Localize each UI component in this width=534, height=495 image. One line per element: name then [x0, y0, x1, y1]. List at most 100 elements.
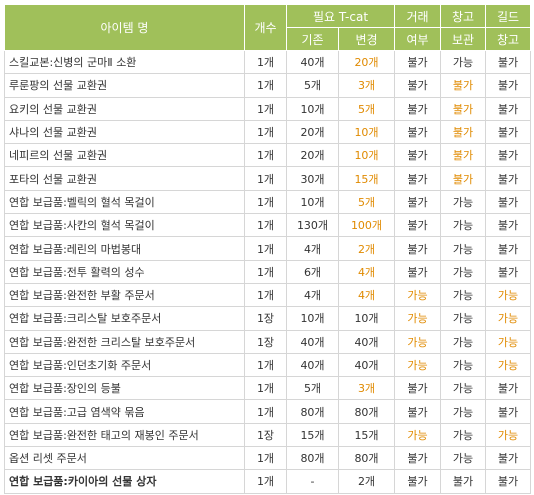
cell-item-name: 요키의 선물 교환권 [4, 96, 245, 121]
table-row: 연합 보급품:인던초기화 주문서 1개 40개 40개 가능 가능 가능 [4, 352, 531, 378]
cell-count: 1장 [244, 422, 287, 448]
cell-trade: 불가 [394, 119, 441, 145]
cell-storage: 가능 [440, 49, 486, 75]
cell-guild: 불가 [485, 73, 531, 98]
cell-changed: 15개 [338, 166, 395, 191]
item-price-table: 아이템 명 개수 필요 T-cat 거래 창고 길드 기존 변경 여부 보관 창… [4, 4, 531, 494]
cell-trade: 불가 [394, 469, 441, 494]
cell-item-name: 연합 보급품:전투 활력의 성수 [4, 259, 245, 284]
cell-trade: 가능 [394, 282, 441, 308]
cell-guild: 불가 [485, 166, 531, 191]
table-row: 연합 보급품:고급 염색약 묶음 1개 80개 80개 불가 가능 불가 [4, 399, 531, 424]
header-guild: 길드 [485, 4, 531, 28]
table-row: 샤나의 선물 교환권 1개 20개 10개 불가 불가 불가 [4, 119, 531, 145]
cell-storage: 가능 [440, 352, 486, 378]
table-row: 연합 보급품:사칸의 혈석 목걸이 1개 130개 100개 불가 가능 불가 [4, 213, 531, 238]
cell-item-name: 연합 보급품:완전한 부활 주문서 [4, 282, 245, 308]
cell-basic: 80개 [286, 446, 339, 471]
cell-basic: 10개 [286, 96, 339, 121]
cell-item-name: 연합 보급품:장인의 등불 [4, 376, 245, 401]
cell-changed: 3개 [338, 73, 395, 98]
cell-changed: 80개 [338, 399, 395, 424]
header-storage-sub: 보관 [440, 27, 486, 51]
cell-count: 1개 [244, 399, 287, 424]
cell-trade: 불가 [394, 73, 441, 98]
cell-guild: 가능 [485, 329, 531, 354]
header-item-name: 아이템 명 [4, 4, 245, 51]
cell-guild: 불가 [485, 49, 531, 75]
cell-trade: 불가 [394, 166, 441, 191]
header-trade-sub: 여부 [394, 27, 441, 51]
cell-basic: 40개 [286, 352, 339, 378]
table-row: 네피르의 선물 교환권 1개 20개 10개 불가 불가 불가 [4, 143, 531, 168]
cell-storage: 가능 [440, 306, 486, 331]
table-row: 연합 보급품:크리스탈 보호주문서 1장 10개 10개 가능 가능 가능 [4, 306, 531, 331]
cell-storage: 가능 [440, 422, 486, 448]
table-row: 연합 보급품:카이아의 선물 상자 1개 -2개 불가 불가 불가 [4, 469, 531, 494]
cell-basic: 130개 [286, 213, 339, 238]
table-row: 연합 보급품:완전한 태고의 재봉인 주문서 1장 15개 15개 가능 가능 가능 [4, 422, 531, 448]
cell-trade: 불가 [394, 213, 441, 238]
cell-item-name: 포타의 선물 교환권 [4, 166, 245, 191]
cell-count: 1개 [244, 236, 287, 261]
cell-basic: 4개 [286, 236, 339, 261]
header-tcat: 필요 T-cat [286, 4, 395, 28]
cell-item-name: 연합 보급품:카이아의 선물 상자 [4, 469, 245, 494]
cell-guild: 가능 [485, 282, 531, 308]
cell-item-name: 연합 보급품:완전한 크리스탈 보호주문서 [4, 329, 245, 354]
cell-item-name: 연합 보급품:완전한 태고의 재봉인 주문서 [4, 422, 245, 448]
table-row: 연합 보급품:전투 활력의 성수 1개 6개 4개 불가 가능 불가 [4, 259, 531, 284]
cell-item-name: 옵션 리셋 주문서 [4, 446, 245, 471]
cell-changed: 10개 [338, 306, 395, 331]
table-row: 연합 보급품:벨릭의 혈석 목걸이 1개 10개 5개 불가 가능 불가 [4, 189, 531, 215]
cell-trade: 가능 [394, 352, 441, 378]
cell-item-name: 스킬교본:신병의 군마Ⅱ 소환 [4, 49, 245, 75]
cell-guild: 가능 [485, 422, 531, 448]
cell-changed: 5개 [338, 189, 395, 215]
cell-changed: 4개 [338, 282, 395, 308]
cell-guild: 불가 [485, 259, 531, 284]
header-guild-sub: 창고 [485, 27, 531, 51]
cell-guild: 가능 [485, 352, 531, 378]
cell-item-name: 연합 보급품:인던초기화 주문서 [4, 352, 245, 378]
cell-storage: 가능 [440, 282, 486, 308]
cell-changed: 3개 [338, 376, 395, 401]
cell-trade: 가능 [394, 306, 441, 331]
cell-item-name: 샤나의 선물 교환권 [4, 119, 245, 145]
table-row: 연합 보급품:완전한 크리스탈 보호주문서 1장 40개 40개 가능 가능 가능 [4, 329, 531, 354]
cell-changed: 2개 [338, 236, 395, 261]
cell-guild: 불가 [485, 399, 531, 424]
cell-changed: 10개 [338, 143, 395, 168]
table-row: 연합 보급품:완전한 부활 주문서 1개 4개 4개 가능 가능 가능 [4, 282, 531, 308]
cell-trade: 불가 [394, 399, 441, 424]
cell-storage: 가능 [440, 236, 486, 261]
cell-item-name: 연합 보급품:크리스탈 보호주문서 [4, 306, 245, 331]
cell-storage: 불가 [440, 469, 486, 494]
cell-storage: 불가 [440, 166, 486, 191]
cell-changed: 15개 [338, 422, 395, 448]
cell-basic: 4개 [286, 282, 339, 308]
cell-count: 1개 [244, 49, 287, 75]
cell-changed: 100개 [338, 213, 395, 238]
cell-count: 1개 [244, 119, 287, 145]
table-row: 연합 보급품:장인의 등불 1개 5개 3개 불가 가능 불가 [4, 376, 531, 401]
cell-count: 1개 [244, 143, 287, 168]
cell-changed: 20개 [338, 49, 395, 75]
cell-count: 1개 [244, 282, 287, 308]
cell-storage: 불가 [440, 73, 486, 98]
cell-basic: 40개 [286, 329, 339, 354]
cell-item-name: 연합 보급품:고급 염색약 묶음 [4, 399, 245, 424]
cell-count: 1개 [244, 189, 287, 215]
cell-count: 1개 [244, 96, 287, 121]
cell-count: 1개 [244, 166, 287, 191]
cell-basic: 80개 [286, 399, 339, 424]
cell-storage: 가능 [440, 189, 486, 215]
cell-changed: 2개 [338, 469, 395, 494]
header-storage: 창고 [440, 4, 486, 28]
cell-basic: 10개 [286, 189, 339, 215]
cell-basic: 40개 [286, 49, 339, 75]
cell-changed: 5개 [338, 96, 395, 121]
cell-trade: 불가 [394, 446, 441, 471]
cell-storage: 불가 [440, 143, 486, 168]
cell-basic: 20개 [286, 143, 339, 168]
